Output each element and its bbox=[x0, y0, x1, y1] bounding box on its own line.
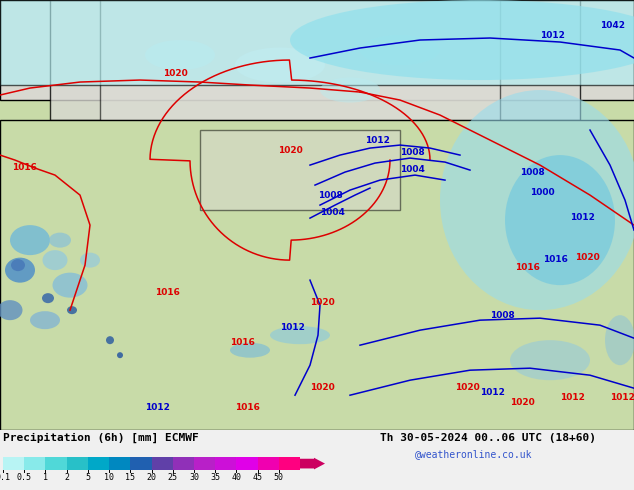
Ellipse shape bbox=[320, 77, 380, 102]
Text: 1004: 1004 bbox=[400, 165, 425, 174]
Text: 1008: 1008 bbox=[318, 191, 343, 200]
FancyArrow shape bbox=[300, 458, 325, 469]
Bar bbox=[88, 457, 109, 470]
Bar bbox=[109, 457, 130, 470]
Ellipse shape bbox=[270, 326, 330, 344]
Text: 30: 30 bbox=[189, 472, 199, 482]
Ellipse shape bbox=[67, 306, 77, 314]
Bar bbox=[67, 457, 88, 470]
FancyBboxPatch shape bbox=[100, 0, 500, 200]
Text: 40: 40 bbox=[231, 472, 242, 482]
Ellipse shape bbox=[235, 48, 325, 82]
Text: 1020: 1020 bbox=[163, 69, 188, 78]
Ellipse shape bbox=[53, 272, 87, 297]
FancyBboxPatch shape bbox=[0, 120, 634, 430]
FancyBboxPatch shape bbox=[0, 0, 634, 85]
Text: Precipitation (6h) [mm] ECMWF: Precipitation (6h) [mm] ECMWF bbox=[3, 433, 198, 443]
Ellipse shape bbox=[505, 155, 615, 285]
Text: 1016: 1016 bbox=[12, 163, 37, 172]
Bar bbox=[46, 457, 67, 470]
Text: 0.1: 0.1 bbox=[0, 472, 11, 482]
Ellipse shape bbox=[605, 315, 634, 365]
Text: 1012: 1012 bbox=[280, 323, 305, 332]
Text: 1008: 1008 bbox=[400, 148, 425, 157]
Bar bbox=[3, 457, 24, 470]
Text: 2: 2 bbox=[64, 472, 69, 482]
Text: 1012: 1012 bbox=[560, 393, 585, 402]
Ellipse shape bbox=[11, 259, 25, 271]
Bar bbox=[215, 457, 236, 470]
Bar bbox=[24, 457, 46, 470]
FancyBboxPatch shape bbox=[200, 130, 400, 210]
Text: 1016: 1016 bbox=[155, 288, 180, 297]
Bar bbox=[194, 457, 215, 470]
Text: 0.5: 0.5 bbox=[16, 472, 32, 482]
Text: 1020: 1020 bbox=[310, 298, 335, 307]
Ellipse shape bbox=[290, 0, 634, 80]
Text: 1012: 1012 bbox=[480, 388, 505, 397]
Text: 1008: 1008 bbox=[490, 311, 515, 320]
Text: 1020: 1020 bbox=[455, 383, 480, 392]
Text: @weatheronline.co.uk: @weatheronline.co.uk bbox=[415, 449, 533, 459]
Text: 1042: 1042 bbox=[600, 21, 625, 30]
Text: 1000: 1000 bbox=[530, 188, 555, 197]
Text: 25: 25 bbox=[168, 472, 178, 482]
Ellipse shape bbox=[10, 225, 50, 255]
Text: 50: 50 bbox=[274, 472, 284, 482]
Text: 5: 5 bbox=[86, 472, 91, 482]
Ellipse shape bbox=[117, 352, 123, 358]
Ellipse shape bbox=[106, 336, 114, 344]
Text: 1008: 1008 bbox=[520, 168, 545, 177]
Text: 35: 35 bbox=[210, 472, 220, 482]
Bar bbox=[152, 457, 172, 470]
Ellipse shape bbox=[0, 300, 22, 320]
Ellipse shape bbox=[145, 40, 215, 70]
Bar bbox=[130, 457, 152, 470]
Text: 1004: 1004 bbox=[320, 208, 345, 217]
Ellipse shape bbox=[230, 343, 270, 358]
Ellipse shape bbox=[510, 340, 590, 380]
Bar bbox=[172, 457, 194, 470]
Text: 1012: 1012 bbox=[540, 31, 565, 40]
Ellipse shape bbox=[49, 233, 71, 247]
Ellipse shape bbox=[42, 250, 67, 270]
Text: 1012: 1012 bbox=[570, 213, 595, 222]
Text: 1020: 1020 bbox=[278, 146, 302, 154]
Text: 45: 45 bbox=[252, 472, 262, 482]
Bar bbox=[236, 457, 257, 470]
Text: 1016: 1016 bbox=[235, 403, 260, 412]
Text: 1020: 1020 bbox=[310, 383, 335, 392]
Bar bbox=[257, 457, 279, 470]
Text: 1020: 1020 bbox=[510, 398, 534, 407]
Text: 15: 15 bbox=[126, 472, 135, 482]
Text: 1012: 1012 bbox=[365, 136, 390, 145]
Text: 10: 10 bbox=[104, 472, 114, 482]
FancyBboxPatch shape bbox=[50, 0, 580, 120]
Ellipse shape bbox=[42, 293, 54, 303]
Ellipse shape bbox=[440, 90, 634, 310]
Ellipse shape bbox=[5, 258, 35, 283]
Text: 1012: 1012 bbox=[145, 403, 170, 412]
FancyBboxPatch shape bbox=[0, 0, 634, 100]
Text: 1016: 1016 bbox=[543, 255, 568, 264]
Text: 1020: 1020 bbox=[575, 253, 600, 262]
Bar bbox=[279, 457, 300, 470]
Text: 1016: 1016 bbox=[230, 338, 255, 347]
Text: 20: 20 bbox=[146, 472, 157, 482]
Text: 1016: 1016 bbox=[515, 263, 540, 272]
Text: Th 30-05-2024 00..06 UTC (18+60): Th 30-05-2024 00..06 UTC (18+60) bbox=[380, 433, 596, 443]
Text: 1012: 1012 bbox=[610, 393, 634, 402]
Ellipse shape bbox=[30, 311, 60, 329]
Text: 1: 1 bbox=[43, 472, 48, 482]
Ellipse shape bbox=[360, 35, 440, 65]
Ellipse shape bbox=[80, 253, 100, 268]
